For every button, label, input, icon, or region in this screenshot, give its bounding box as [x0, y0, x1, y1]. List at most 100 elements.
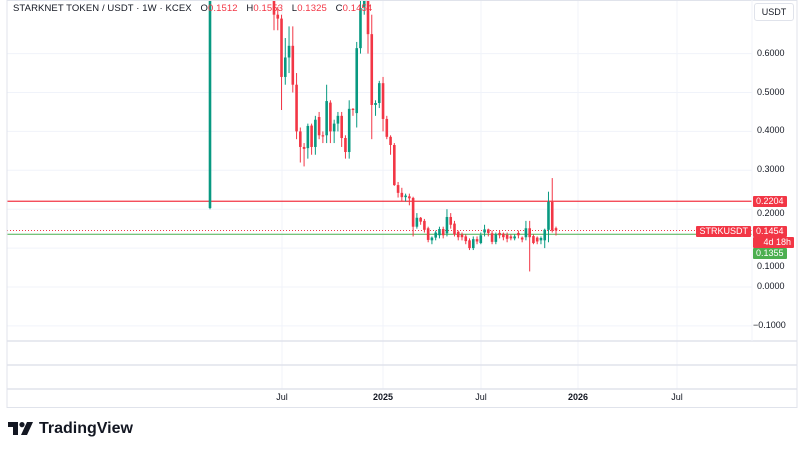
candle-down	[411, 197, 415, 227]
candle-down	[554, 228, 558, 231]
candle-up	[479, 235, 483, 244]
candle-up	[377, 83, 381, 104]
candle-down	[498, 232, 501, 236]
candle-down	[449, 216, 453, 225]
price-axis-label: 0.0000	[757, 281, 785, 291]
close-value: 0.1454	[342, 3, 373, 14]
tradingview-logo-icon	[8, 422, 33, 435]
close-label: C	[335, 3, 343, 14]
symbol-tag: STRKUSDT	[696, 226, 751, 237]
candle-down	[408, 196, 411, 199]
time-axis-label: 2025	[372, 392, 394, 402]
symbol-legend: STARKNET TOKEN / USDT · 1W · KCEX O0.151…	[13, 3, 372, 14]
candle-down	[385, 118, 389, 137]
time-axis-label: Jul	[276, 392, 288, 402]
chart-frame	[6, 0, 798, 408]
candle-down	[509, 236, 513, 239]
candle-down	[344, 138, 347, 153]
candle-down	[381, 83, 385, 119]
candle-down	[389, 136, 392, 146]
candle-down	[310, 125, 313, 147]
candle-down	[351, 108, 355, 111]
candle-up	[332, 123, 336, 132]
open-label: O	[200, 3, 208, 14]
outer-border	[6, 0, 798, 408]
low-line-price-tag: 0.1355	[753, 248, 787, 259]
candle-down	[299, 131, 302, 147]
currency-button[interactable]: USDT	[754, 3, 794, 21]
candle-up	[359, 8, 362, 49]
time-axis-label: Jul	[475, 392, 487, 402]
price-axis-label: −0.1000	[753, 319, 786, 330]
candle-up	[208, 0, 212, 209]
low-label: L	[291, 3, 298, 14]
candle-down	[528, 228, 531, 238]
candle-up	[415, 217, 419, 227]
candle-up	[445, 216, 449, 234]
candle-up	[483, 229, 486, 233]
candle-up	[306, 125, 310, 149]
candle-down	[468, 240, 471, 249]
candle-down	[426, 228, 430, 240]
candle-up	[362, 0, 366, 7]
brand-name: TradingView	[39, 420, 133, 437]
candle-down	[272, 0, 276, 15]
candle-up	[336, 115, 340, 124]
candle-up	[314, 119, 317, 147]
candle-down	[366, 0, 370, 35]
candle-down	[317, 117, 321, 136]
price-axis-label: 0.1000	[757, 261, 785, 271]
candle-up	[404, 195, 407, 198]
candle-down	[532, 236, 535, 244]
candle-up	[438, 229, 441, 236]
last-price-tag: 0.1454	[753, 226, 787, 237]
candle-down	[280, 18, 283, 77]
time-axis-label: 2026	[567, 392, 589, 402]
candle-up	[524, 228, 528, 238]
candle-up	[471, 239, 475, 249]
candle-down	[502, 233, 505, 238]
candle-up	[287, 45, 291, 58]
candle-down	[441, 229, 445, 236]
candle-up	[543, 229, 547, 241]
candle-up	[513, 236, 516, 239]
candle-down	[535, 237, 539, 242]
candle-up	[347, 108, 351, 153]
price-axis-label: 0.2000	[757, 208, 785, 218]
high-value: 0.1553	[253, 3, 284, 14]
candle-down	[487, 229, 490, 233]
price-axis-label: 0.6000	[757, 47, 785, 58]
candle-down	[302, 146, 306, 149]
candle-down	[490, 233, 494, 242]
high-label: H	[246, 3, 254, 14]
countdown-tag: 4d 18h	[753, 237, 794, 248]
candle-down	[460, 234, 464, 238]
candle-down	[419, 217, 422, 222]
candle-up	[355, 48, 359, 114]
candle-down	[396, 185, 400, 193]
open-value: 0.1512	[207, 3, 238, 14]
candle-up	[374, 103, 377, 105]
candle-down	[505, 234, 509, 239]
candle-down	[321, 135, 325, 137]
candle-down	[453, 223, 456, 235]
candle-up	[283, 57, 287, 77]
price-levels	[7, 200, 752, 235]
symbol-title: STARKNET TOKEN / USDT · 1W · KCEX	[13, 3, 192, 14]
candles	[208, 0, 558, 272]
candle-down	[475, 239, 479, 242]
price-axis-label: 0.3000	[757, 164, 785, 175]
candle-down	[340, 115, 343, 139]
candle-down	[370, 34, 374, 105]
candle-down	[400, 192, 404, 198]
candle-up	[539, 237, 543, 241]
candle-down	[550, 201, 554, 231]
candle-down	[329, 102, 332, 132]
candle-down	[291, 45, 295, 85]
price-axis-label: 0.4000	[757, 125, 785, 136]
candle-up	[430, 237, 434, 241]
candle-down	[295, 84, 298, 132]
low-value: 0.1325	[297, 3, 327, 14]
tradingview-logo[interactable]: TradingView	[8, 420, 133, 438]
